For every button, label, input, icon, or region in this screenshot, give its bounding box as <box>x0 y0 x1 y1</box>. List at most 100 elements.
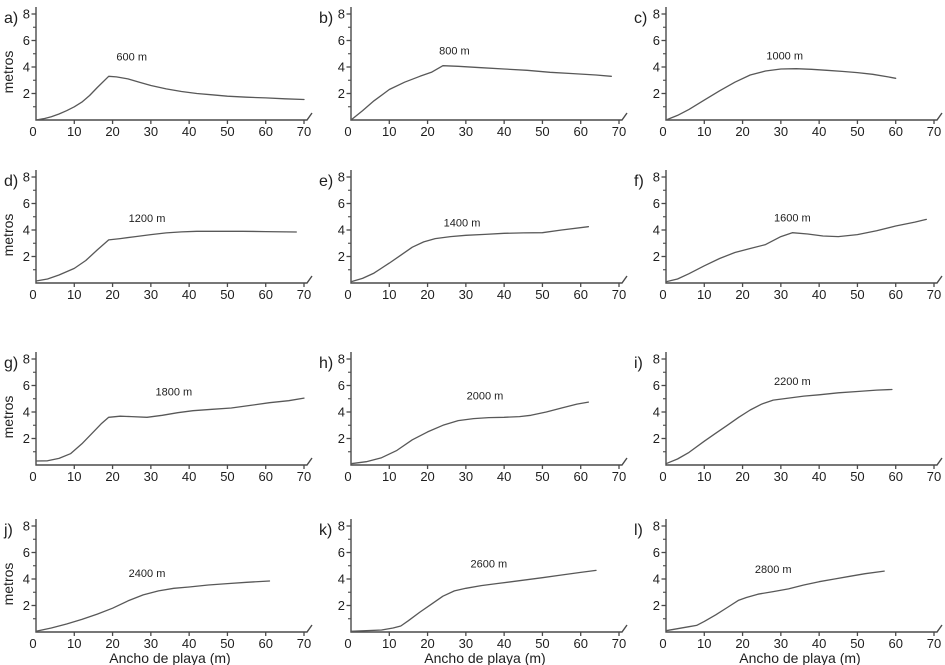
axes-spine <box>665 519 943 633</box>
distance-annotation: 800 m <box>439 45 470 57</box>
panel-letter: b) <box>319 10 333 27</box>
chart-panel-h: h) 2 4 6 8 0 10 20 30 40 50 60 70 2000 m <box>315 345 630 512</box>
x-tick-label: 0 <box>659 124 666 139</box>
y-tick-label: 2 <box>23 431 30 446</box>
x-tick-label: 30 <box>144 636 158 651</box>
x-tick-label: 40 <box>812 287 826 302</box>
axes-spine <box>35 352 313 466</box>
x-tick-label: 10 <box>67 124 81 139</box>
x-tick-label: 60 <box>573 124 587 139</box>
x-tick-label: 50 <box>220 287 234 302</box>
distance-annotation: 1600 m <box>774 212 811 224</box>
y-tick-label: 4 <box>338 223 345 238</box>
panel-letter: e) <box>319 173 333 190</box>
y-tick-label: 6 <box>23 196 30 211</box>
plot-svg-g: g) 2 4 6 8 0 10 20 30 40 50 60 70 1800 m metros <box>0 352 313 484</box>
y-tick-label: 4 <box>338 60 345 75</box>
x-tick-label: 30 <box>459 469 473 484</box>
x-tick-label: 10 <box>382 287 396 302</box>
x-tick-label: 20 <box>420 124 434 139</box>
x-tick-label: 70 <box>612 124 626 139</box>
x-tick-label: 50 <box>850 636 864 651</box>
y-tick-label: 8 <box>653 7 660 22</box>
x-tick-label: 60 <box>573 469 587 484</box>
y-tick-label: 6 <box>653 33 660 48</box>
plot-svg-l: l) 2 4 6 8 0 10 20 30 40 50 60 70 2800 m Ancho de play… <box>634 519 943 665</box>
x-tick-label: 10 <box>67 287 81 302</box>
y-tick-label: 4 <box>23 572 30 587</box>
x-tick-label: 60 <box>258 636 272 651</box>
x-tick-label: 60 <box>258 124 272 139</box>
panel-letter: k) <box>319 522 332 539</box>
x-tick-label: 10 <box>67 636 81 651</box>
panel-letter: c) <box>634 10 647 27</box>
y-axis-label: metros <box>0 563 16 606</box>
x-tick-label: 40 <box>182 636 196 651</box>
plot-svg-e: e) 2 4 6 8 0 10 20 30 40 50 60 70 1400 m <box>319 170 628 302</box>
panel-letter: f) <box>634 173 644 190</box>
x-tick-label: 30 <box>144 469 158 484</box>
y-tick-label: 4 <box>23 60 30 75</box>
y-axis-label: metros <box>0 51 16 94</box>
x-axis-label: Ancho de playa (m) <box>739 650 860 665</box>
axes-spine <box>350 519 628 633</box>
x-tick-label: 20 <box>105 636 119 651</box>
panel-letter: a) <box>4 10 18 27</box>
x-tick-label: 70 <box>927 287 941 302</box>
x-tick-label: 20 <box>105 469 119 484</box>
x-tick-label: 60 <box>258 469 272 484</box>
panel-letter: g) <box>4 355 18 372</box>
chart-panel-e: e) 2 4 6 8 0 10 20 30 40 50 60 70 1400 m <box>315 163 630 345</box>
x-tick-label: 50 <box>535 469 549 484</box>
y-tick-label: 8 <box>338 7 345 22</box>
x-tick-label: 50 <box>535 124 549 139</box>
y-tick-label: 4 <box>338 405 345 420</box>
y-tick-label: 2 <box>23 598 30 613</box>
chart-panel-f: f) 2 4 6 8 0 10 20 30 40 50 60 70 1600 m <box>630 163 945 345</box>
x-tick-label: 40 <box>182 287 196 302</box>
profile-curve <box>35 230 297 282</box>
x-tick-label: 20 <box>420 636 434 651</box>
y-tick-label: 6 <box>338 33 345 48</box>
y-tick-label: 4 <box>23 223 30 238</box>
x-tick-label: 40 <box>812 469 826 484</box>
y-axis-label: metros <box>0 214 16 257</box>
x-tick-label: 70 <box>612 636 626 651</box>
axes-spine <box>35 170 313 284</box>
x-tick-label: 40 <box>812 124 826 139</box>
x-tick-label: 50 <box>220 636 234 651</box>
y-tick-label: 6 <box>23 378 30 393</box>
profile-curve <box>35 397 305 462</box>
x-tick-label: 70 <box>297 469 311 484</box>
panel-letter: i) <box>634 355 643 372</box>
distance-annotation: 2400 m <box>129 568 166 580</box>
x-tick-label: 70 <box>612 287 626 302</box>
x-tick-label: 40 <box>497 636 511 651</box>
y-tick-label: 4 <box>338 572 345 587</box>
x-tick-label: 70 <box>297 287 311 302</box>
distance-annotation: 2000 m <box>467 390 504 402</box>
x-axis-label: Ancho de playa (m) <box>109 650 230 665</box>
x-tick-label: 50 <box>850 469 864 484</box>
profile-curve <box>35 580 271 632</box>
y-tick-label: 6 <box>23 33 30 48</box>
x-tick-label: 70 <box>927 469 941 484</box>
x-tick-label: 30 <box>459 124 473 139</box>
x-tick-label: 10 <box>697 287 711 302</box>
plot-svg-b: b) 2 4 6 8 0 10 20 30 40 50 60 70 800 m <box>319 7 628 139</box>
x-tick-label: 50 <box>850 287 864 302</box>
y-tick-label: 2 <box>338 431 345 446</box>
x-tick-label: 70 <box>612 469 626 484</box>
y-tick-label: 8 <box>23 519 30 534</box>
x-tick-label: 40 <box>497 124 511 139</box>
x-tick-label: 20 <box>420 287 434 302</box>
profile-curve <box>665 570 885 632</box>
plot-svg-i: i) 2 4 6 8 0 10 20 30 40 50 60 70 2200 m <box>634 352 943 484</box>
distance-annotation: 2800 m <box>755 564 792 576</box>
x-tick-label: 50 <box>535 636 549 651</box>
y-tick-label: 4 <box>653 60 660 75</box>
x-tick-label: 50 <box>850 124 864 139</box>
x-tick-label: 20 <box>735 636 749 651</box>
chart-panel-c: c) 2 4 6 8 0 10 20 30 40 50 60 70 1000 m <box>630 0 945 163</box>
